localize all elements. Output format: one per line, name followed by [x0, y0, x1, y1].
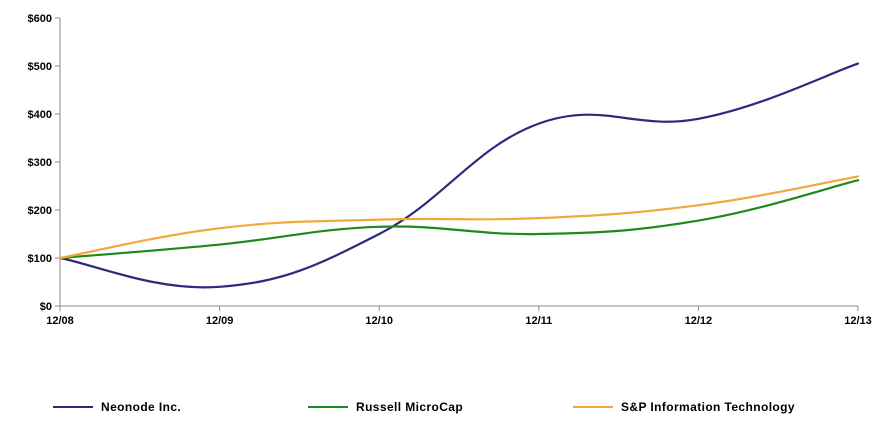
- x-tick-label: 12/11: [525, 315, 552, 327]
- x-tick-label: 12/12: [685, 315, 713, 327]
- x-axis: 12/08 12/09 12/10 12/11 12/12 12/13: [46, 305, 872, 327]
- x-tick-label: 12/13: [844, 315, 872, 327]
- legend-swatch-neonode: [53, 406, 93, 408]
- legend-swatch-russell-microcap: [308, 406, 348, 408]
- y-tick-label: $200: [28, 205, 52, 217]
- y-axis: $0 $100 $200 $300 $400 $500 $600: [28, 13, 61, 313]
- series-lines: [58, 62, 860, 289]
- y-tick-label: $100: [28, 253, 52, 265]
- legend-label-neonode: Neonode Inc.: [101, 400, 182, 414]
- chart-area: $0$100$200$300$400$500$600 12/08 12/09 12/…: [28, 13, 872, 327]
- y-tick-label: $0: [40, 301, 52, 313]
- x-tick-label: 12/09: [206, 315, 234, 327]
- legend: Neonode Inc. Russell MicroCap S&P Inform…: [0, 398, 883, 422]
- series-line-russell-microcap: [58, 179, 860, 260]
- y-tick-label: $600: [28, 13, 52, 25]
- series-line-neonode: [58, 62, 860, 289]
- legend-item-russell-microcap: Russell MicroCap: [308, 398, 463, 416]
- y-tick-label: $500: [28, 61, 52, 73]
- x-tick-label: 12/10: [365, 315, 393, 327]
- legend-swatch-sp-info-tech: [573, 406, 613, 408]
- x-tick-label: 12/08: [46, 315, 74, 327]
- y-tick-label: $300: [28, 157, 52, 169]
- y-tick-label: $400: [28, 109, 52, 121]
- series-line-sp-info-tech: [58, 175, 860, 260]
- legend-item-sp-info-tech: S&P Information Technology: [573, 398, 795, 416]
- legend-label-sp-info-tech: S&P Information Technology: [621, 400, 795, 414]
- legend-label-russell-microcap: Russell MicroCap: [356, 400, 464, 414]
- legend-item-neonode: Neonode Inc.: [53, 398, 181, 416]
